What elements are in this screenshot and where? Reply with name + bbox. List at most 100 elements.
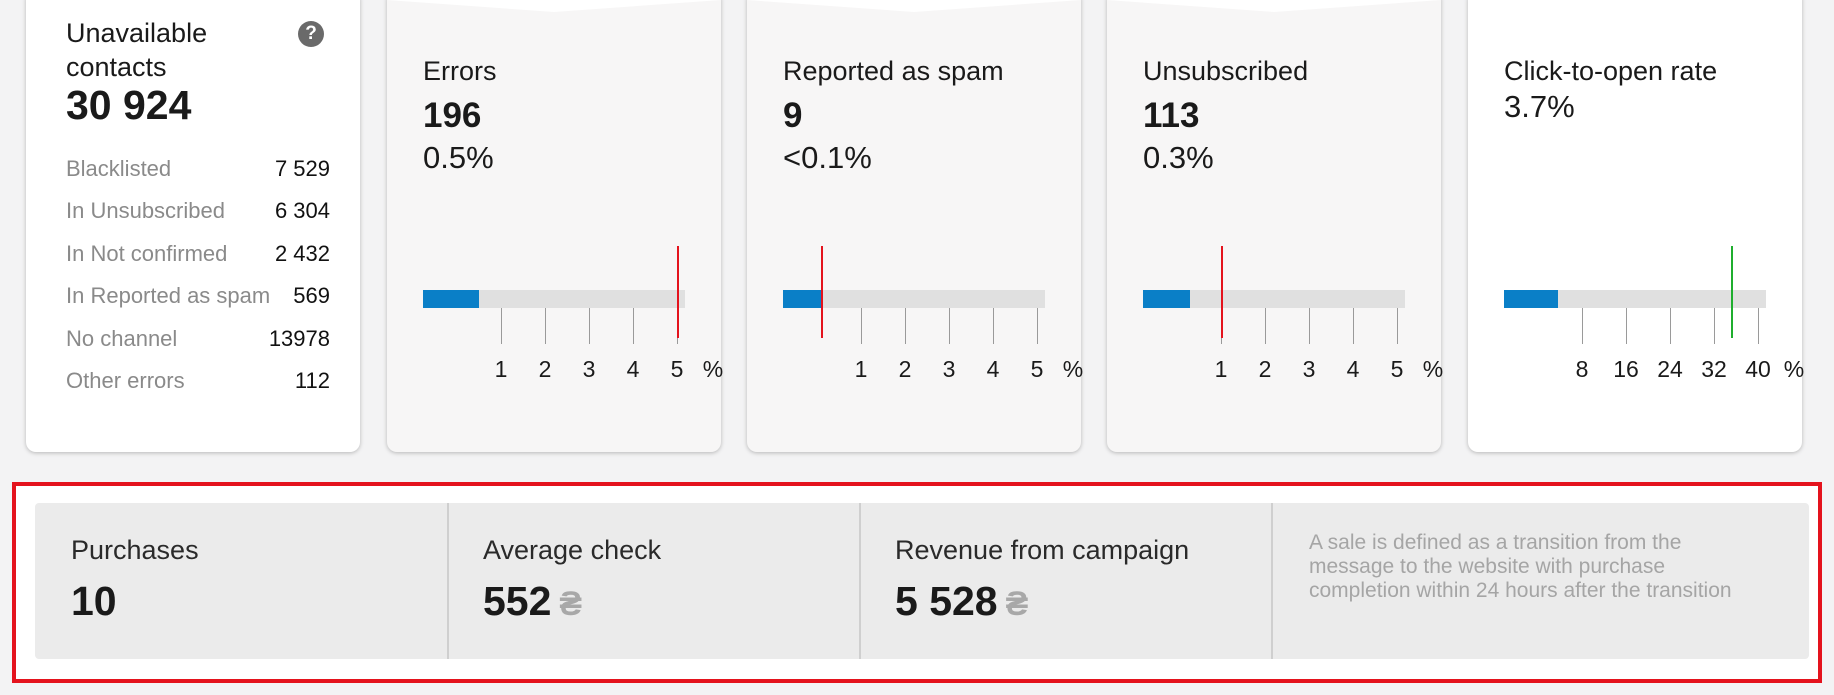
scale-tick <box>633 308 634 344</box>
scale-tick-label: 16 <box>1613 356 1639 382</box>
divider <box>447 503 449 659</box>
row-value: 112 <box>294 368 330 393</box>
scale-tick-label: 4 <box>986 356 1000 382</box>
currency-icon: ₴ <box>559 585 583 623</box>
metric-percent: <0.1% <box>783 140 872 175</box>
metric-title: Reported as spam <box>783 56 1004 86</box>
card-notch <box>387 0 721 12</box>
scale-unit-label: % <box>702 356 724 382</box>
scale-tick <box>1670 308 1671 344</box>
scale-tick-label: 3 <box>1302 356 1316 382</box>
metric-percent: 0.5% <box>423 140 494 175</box>
list-item: In Not confirmed 2 432 <box>66 241 330 267</box>
progress-fill <box>1143 290 1191 308</box>
scale-tick <box>1626 308 1627 344</box>
scale-tick <box>1714 308 1715 344</box>
progress-track <box>783 290 1045 308</box>
scale-tick-label: 4 <box>626 356 640 382</box>
revenue-panel: Purchases 10 552 ₴ Average check Revenue … <box>35 503 1809 659</box>
list-item: Other errors 112 <box>66 368 330 394</box>
metric-card-spam: Reported as spam 9 <0.1% 1 2 3 4 5% <box>747 0 1084 452</box>
metric-card-errors: Errors 196 0.5% 1 2 3 4 5% <box>387 0 724 452</box>
row-value: 2 432 <box>274 241 330 266</box>
metric-card-unsubscribed: Unsubscribed 113 0.3% 1 2 3 4 5% <box>1107 0 1444 452</box>
scale-tick-label: 2 <box>898 356 912 382</box>
metric-title: Unsubscribed <box>1143 56 1309 86</box>
revenue-value: 5 528 ₴ <box>895 578 1028 625</box>
scale-tick-label: 32 <box>1701 356 1727 382</box>
scale-tick-label: 2 <box>1258 356 1272 382</box>
row-value: 569 <box>293 283 330 308</box>
scale-unit-label: % <box>1062 356 1084 382</box>
scale-tick <box>589 308 590 344</box>
list-item: In Unsubscribed 6 304 <box>66 198 330 224</box>
progress-track <box>1504 290 1766 308</box>
row-value: 7 529 <box>274 156 330 181</box>
threshold-marker <box>1221 246 1223 338</box>
scale-tick <box>1582 308 1583 344</box>
revenue-highlight-box: Purchases 10 552 ₴ Average check Revenue … <box>12 482 1822 683</box>
scale-tick <box>861 308 862 344</box>
revenue-label: Revenue from campaign <box>895 535 1190 565</box>
sale-definition-note: A sale is defined as a transition from t… <box>1309 531 1732 602</box>
card-notch <box>1107 0 1441 12</box>
metric-percent: 3.7% <box>1504 89 1575 124</box>
scale-tick <box>1037 308 1038 344</box>
scale-tick-label: 3 <box>942 356 956 382</box>
threshold-marker <box>677 246 679 338</box>
divider <box>1271 503 1273 659</box>
question-circle-icon[interactable]: ? <box>298 21 324 47</box>
purchases-cell: Purchases 10 <box>35 503 447 659</box>
threshold-marker <box>1730 246 1733 338</box>
scale-unit-label: % <box>1783 356 1805 382</box>
list-item: No channel 13978 <box>66 326 330 352</box>
row-label: Blacklisted <box>66 156 172 181</box>
revenue-amount: 5 528 <box>895 578 998 624</box>
scale-tick-label: 1 <box>1214 356 1228 382</box>
average-check-amount: 552 <box>483 578 552 624</box>
row-label: In Unsubscribed <box>66 198 225 223</box>
metric-percent: 0.3% <box>1143 140 1214 175</box>
row-label: In Reported as spam <box>66 283 271 308</box>
metric-title: Click-to-open rate <box>1504 56 1718 86</box>
scale-tick-label: 3 <box>582 356 596 382</box>
scale-tick <box>501 308 502 344</box>
divider <box>859 503 861 659</box>
row-label: Other errors <box>66 368 185 393</box>
note-cell: A sale is defined as a transition from t… <box>1271 503 1809 659</box>
scale-tick-label: 40 <box>1745 356 1771 382</box>
threshold-marker <box>821 246 824 338</box>
scale-tick-label: 8 <box>1575 356 1589 382</box>
purchases-label: Purchases <box>71 535 199 565</box>
card-notch <box>747 0 1081 12</box>
scale-tick-label: 5 <box>1390 356 1404 382</box>
scale-tick <box>1309 308 1310 344</box>
scale-tick <box>1265 308 1266 344</box>
scale-tick <box>949 308 950 344</box>
list-item: In Reported as spam 569 <box>66 283 330 309</box>
scale-tick <box>905 308 906 344</box>
scale-tick <box>1397 308 1398 344</box>
scale-tick-label: 5 <box>1030 356 1044 382</box>
average-check-cell: 552 ₴ Average check <box>447 503 859 659</box>
scale-tick <box>1353 308 1354 344</box>
progress-fill <box>1504 290 1559 308</box>
scale-tick-label: 4 <box>1346 356 1360 382</box>
scale-tick-label: 1 <box>854 356 868 382</box>
metric-title: Errors <box>423 56 497 86</box>
revenue-cell: Revenue from campaign 5 528 ₴ <box>859 503 1271 659</box>
unavailable-contacts-card: Unavailable contacts ? 30 924 Blackliste… <box>26 0 360 452</box>
progress-track <box>1143 290 1405 308</box>
metric-count: 113 <box>1143 96 1200 135</box>
metric-count: 9 <box>783 96 803 135</box>
average-check-label: Average check <box>483 535 662 565</box>
list-item: Blacklisted 7 529 <box>66 156 330 182</box>
metric-card-click-to-open: Click-to-open rate 3.7% 8 16 24 32 40% <box>1468 0 1805 452</box>
progress-fill <box>783 290 821 308</box>
unavailable-contacts-title: Unavailable contacts <box>66 18 208 82</box>
scale-tick-label: 5 <box>670 356 684 382</box>
average-check-value: 552 ₴ <box>483 578 582 625</box>
scale-unit-label: % <box>1422 356 1444 382</box>
scale-tick-label: 1 <box>494 356 508 382</box>
progress-fill <box>423 290 479 308</box>
